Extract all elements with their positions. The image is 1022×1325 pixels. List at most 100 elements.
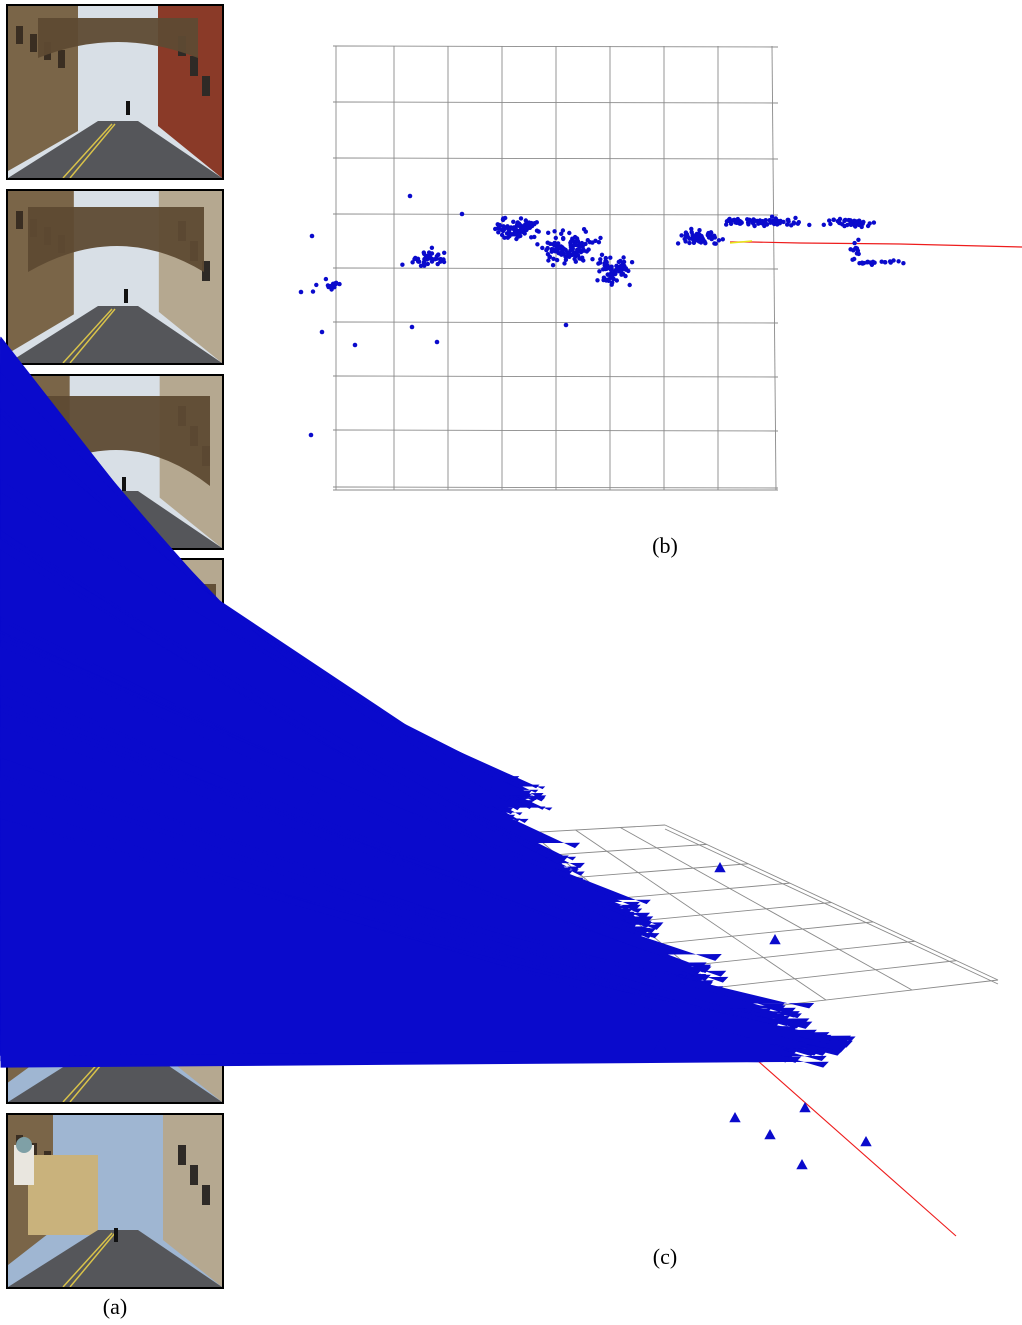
point	[856, 237, 861, 242]
point	[785, 217, 790, 223]
point	[882, 260, 888, 265]
point	[535, 242, 540, 247]
caption-b: (b)	[652, 533, 678, 558]
point	[400, 262, 405, 267]
point	[608, 267, 614, 273]
point	[534, 220, 539, 225]
point	[605, 277, 610, 282]
frame-2	[6, 189, 224, 365]
point	[842, 218, 847, 224]
point	[853, 224, 858, 229]
grid-line	[332, 157, 779, 160]
point	[429, 245, 435, 250]
point	[796, 1159, 808, 1170]
point	[750, 220, 756, 225]
point	[310, 289, 316, 294]
point	[769, 934, 781, 945]
grid-line	[575, 829, 827, 1001]
point	[887, 259, 893, 264]
point	[527, 225, 533, 230]
point	[679, 233, 684, 238]
point	[739, 220, 744, 225]
point	[828, 221, 833, 227]
point	[545, 245, 550, 251]
point	[683, 233, 688, 238]
point	[696, 231, 701, 236]
point	[501, 228, 506, 234]
point	[724, 222, 729, 227]
point	[506, 226, 511, 231]
point	[522, 231, 527, 236]
perspective-view-reconstruction	[0, 336, 999, 1237]
grid-line	[332, 486, 779, 489]
trajectory-start	[729, 240, 753, 244]
point	[769, 214, 775, 219]
point	[687, 240, 692, 246]
point	[720, 237, 725, 242]
point	[675, 241, 681, 246]
point	[554, 257, 560, 263]
point	[553, 235, 558, 241]
perspective-point-cloud	[0, 336, 872, 1170]
point	[621, 255, 626, 260]
top-view-point-cloud	[298, 193, 906, 438]
point	[441, 259, 447, 265]
point	[601, 277, 606, 283]
point	[352, 342, 358, 348]
point	[691, 240, 697, 245]
point	[807, 222, 812, 228]
point	[566, 250, 572, 256]
point	[308, 432, 314, 438]
point	[526, 220, 532, 225]
point	[654, 1039, 666, 1050]
point	[601, 267, 606, 272]
point	[610, 275, 615, 280]
point	[831, 217, 836, 222]
point	[575, 253, 581, 258]
point	[827, 218, 832, 223]
point	[563, 257, 569, 262]
point	[614, 263, 619, 269]
point	[518, 216, 524, 221]
point	[706, 235, 712, 240]
point	[617, 269, 622, 274]
point	[429, 251, 435, 256]
point	[550, 263, 556, 268]
point	[501, 224, 506, 229]
point	[618, 263, 623, 269]
grid-line	[620, 827, 913, 991]
point	[683, 239, 688, 244]
point	[309, 233, 315, 239]
point	[563, 254, 568, 259]
top-view-reconstruction	[298, 45, 1022, 491]
point	[785, 222, 790, 227]
caption-a: (a)	[102, 1294, 128, 1319]
point	[429, 256, 435, 261]
point	[891, 258, 896, 263]
point	[692, 234, 697, 240]
point	[618, 258, 623, 264]
point	[314, 282, 319, 288]
grid-line	[664, 828, 999, 985]
point	[597, 269, 602, 274]
point	[796, 220, 801, 225]
point	[579, 240, 585, 246]
point	[584, 249, 589, 254]
point	[712, 233, 717, 238]
point	[575, 239, 581, 244]
point	[554, 245, 560, 250]
point	[567, 230, 572, 236]
point	[696, 239, 702, 244]
point	[424, 253, 429, 259]
point	[587, 240, 593, 245]
point	[855, 248, 861, 253]
point	[425, 261, 430, 267]
point	[497, 222, 502, 228]
top-view-grid	[332, 45, 779, 491]
point	[867, 221, 872, 226]
point	[689, 226, 694, 232]
point	[392, 852, 404, 863]
point	[334, 280, 339, 285]
point	[509, 232, 514, 237]
point	[852, 256, 857, 262]
